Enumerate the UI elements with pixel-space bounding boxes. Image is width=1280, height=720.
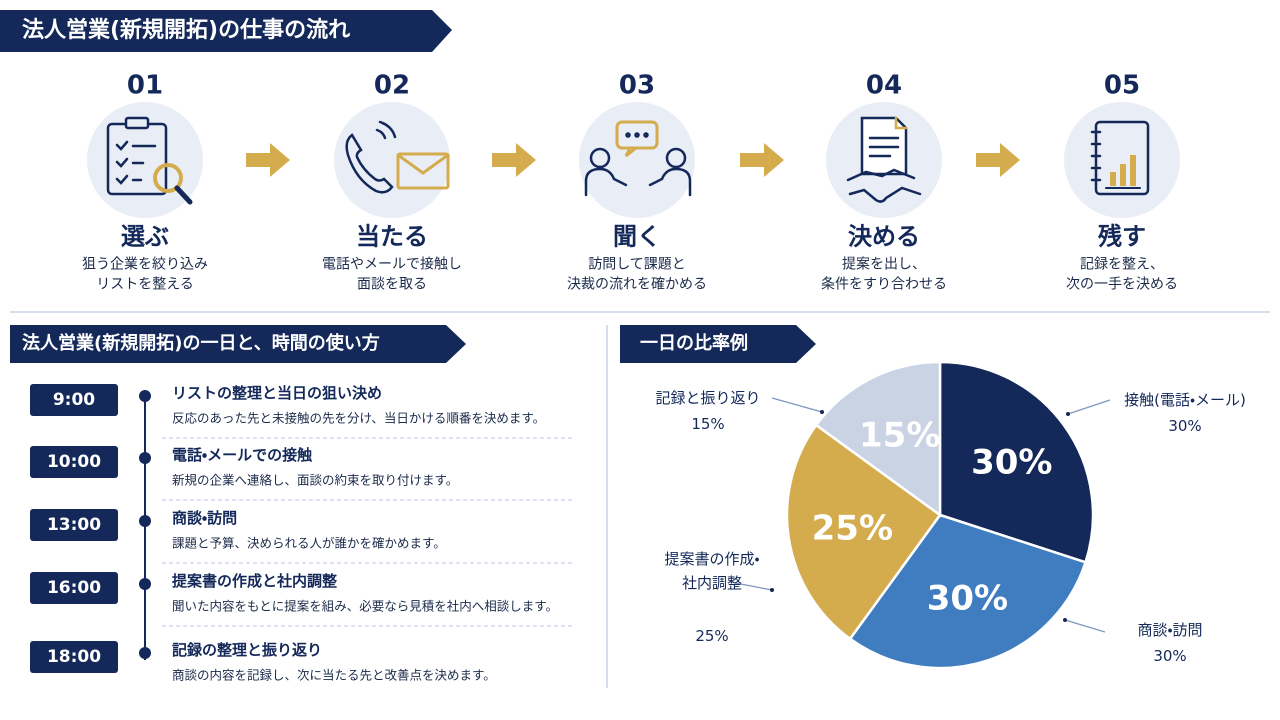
slice-label: 15% — [859, 415, 941, 456]
dynamic-layer — [30, 360, 1111, 673]
step-number: 01 — [126, 70, 164, 101]
step-desc: 訪問して課題と — [588, 256, 686, 273]
timeline-dot — [139, 390, 151, 402]
chart-title: 一日の比率例 — [640, 333, 748, 355]
step-desc: リストを整える — [96, 276, 194, 293]
step-title: 選ぶ — [121, 222, 169, 251]
step-desc: 記録を整え、 — [1080, 256, 1164, 273]
step-number: 04 — [865, 70, 903, 101]
step-desc: 提案を出し、 — [842, 256, 926, 273]
item-desc: 新規の企業へ連絡し、面談の約束を取り付けます。 — [172, 472, 459, 488]
page-title: 法人営業(新規開拓)の仕事の流れ — [22, 17, 351, 43]
item-desc: 商談の内容を記録し、次に当たる先と改善点を決めます。 — [172, 667, 496, 683]
pie-slice — [814, 360, 942, 518]
slice-value: 30% — [1168, 417, 1202, 435]
time-label: 18:00 — [46, 646, 102, 667]
leader-dot — [1063, 618, 1067, 622]
banner — [10, 325, 466, 363]
leader-dot — [770, 588, 774, 592]
time-box — [30, 384, 118, 416]
section-title: 法人営業(新規開拓)の一日と、時間の使い方 — [22, 333, 380, 355]
leader-line — [729, 581, 773, 591]
step-title: 当たる — [356, 222, 428, 251]
item-title: 電話・メールでの接触 — [172, 446, 313, 464]
item-desc: 課題と予算、決められる人が誰かを確かめます。 — [172, 535, 446, 551]
time-box — [30, 572, 118, 604]
item-desc: 反応のあった先と未接触の先を分け、当日かける順番を決めます。 — [172, 410, 546, 426]
slice-value: 30% — [1153, 647, 1187, 665]
leader-line — [1067, 399, 1111, 415]
banner — [0, 10, 452, 52]
slice-label: 30% — [926, 578, 1009, 619]
timeline-dot — [139, 578, 151, 590]
leader-line — [1064, 619, 1106, 633]
item-desc: 聞いた内容をもとに提案を組み、必要なら見積を社内へ相談します。 — [172, 598, 559, 614]
step-title: 決める — [848, 222, 920, 251]
icon-meeting — [584, 120, 692, 197]
banner — [620, 325, 816, 363]
slice-label: 25% — [811, 508, 894, 549]
step-title: 聞く — [613, 222, 661, 251]
step-number: 03 — [618, 70, 656, 101]
pie-slice — [848, 513, 1088, 670]
time-box — [30, 509, 118, 541]
time-label: 9:00 — [52, 389, 96, 410]
time-label: 10:00 — [46, 451, 102, 472]
item-title: リストの整理と当日の狙い決め — [172, 384, 383, 402]
step-desc: 決裁の流れを確かめる — [567, 276, 707, 293]
step-desc: 面談を取る — [357, 276, 427, 293]
timeline-dot — [139, 515, 151, 527]
time-box — [30, 641, 118, 673]
item-title: 記録の整理と振り返り — [172, 641, 323, 659]
step-desc: 電話やメールで接触し — [322, 256, 462, 273]
icon-contract — [846, 116, 922, 203]
step-number: 02 — [373, 70, 411, 101]
timeline-dot — [139, 647, 151, 659]
slice-value: 25% — [695, 627, 729, 645]
step-number: 05 — [1103, 70, 1141, 101]
slice-category: 記録と振り返り — [655, 389, 761, 407]
leader-line — [771, 397, 823, 413]
step-desc: 条件をすり合わせる — [821, 276, 947, 293]
time-label: 13:00 — [46, 514, 102, 535]
timeline-dot — [139, 452, 151, 464]
slice-category: 提案書の作成・社内調整 — [664, 550, 760, 592]
time-box — [30, 446, 118, 478]
leader-dot — [1066, 412, 1070, 416]
slice-value: 15% — [691, 415, 725, 433]
time-label: 16:00 — [46, 577, 102, 598]
pie-slice — [938, 360, 1095, 564]
leader-dot — [820, 410, 824, 414]
icon-phone-mail — [345, 120, 450, 194]
step-desc: 狙う企業を絞り込み — [82, 256, 208, 273]
slice-label: 30% — [971, 442, 1053, 483]
slice-category: 接触(電話・メール) — [1124, 391, 1246, 409]
slice-category: 商談・訪問 — [1137, 621, 1203, 639]
icon-clipboard — [106, 116, 193, 205]
step-title: 残す — [1098, 222, 1146, 251]
pie-slice — [785, 423, 942, 641]
item-title: 提案書の作成と社内調整 — [172, 572, 338, 590]
item-title: 商談・訪問 — [172, 509, 238, 527]
step-arrows — [246, 143, 1020, 177]
step-desc: 次の一手を決める — [1066, 276, 1178, 293]
icon-notebook — [1090, 120, 1150, 196]
